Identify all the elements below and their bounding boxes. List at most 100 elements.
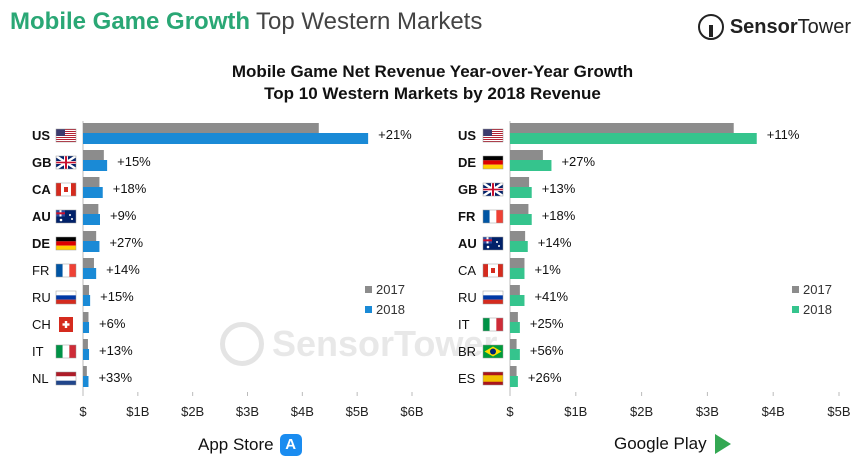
chart-title-line-1: Mobile Game Net Revenue Year-over-Year G… [231, 62, 634, 81]
google-play-growth-label: +56% [530, 343, 564, 358]
app-store-bar-2017 [83, 258, 94, 268]
google-play-bar-2018 [510, 376, 518, 387]
it-flag-icon [55, 344, 77, 359]
google-play-legend-swatch [792, 306, 799, 313]
gb-flag-icon [55, 154, 77, 171]
brand-name-b: Tower [797, 15, 851, 38]
page-header: Mobile Game Growth Top Western Markets [10, 8, 482, 36]
app-store-growth-label: +9% [110, 208, 137, 223]
app-store-bar-2018 [83, 322, 90, 333]
google-play-x-tick-label: $3B [696, 404, 719, 419]
us-flag-icon [482, 128, 504, 143]
app-store-bar-2018 [83, 187, 103, 198]
it-flag-icon [482, 317, 504, 332]
header-title-rest: Top Western Markets [256, 8, 483, 35]
app-store-x-tick-label: $2B [181, 404, 204, 419]
app-store-category-label: NL [32, 371, 49, 386]
de-flag-icon [482, 155, 504, 170]
app-store-growth-label: +33% [98, 370, 132, 385]
app-store-bar-2017 [83, 339, 88, 349]
fr-flag-icon [482, 209, 504, 224]
google-play-x-tick-label: $5B [827, 404, 850, 419]
de-flag-icon [55, 236, 77, 251]
google-play-growth-label: +18% [542, 208, 576, 223]
google-play-growth-label: +13% [542, 181, 576, 196]
watermark-logo-icon [220, 322, 264, 366]
google-play-category-label: CA [458, 263, 476, 278]
fr-flag-icon [55, 263, 77, 278]
google-play-category-label: ES [458, 371, 476, 386]
es-flag-icon [482, 371, 504, 386]
app-store-growth-label: +6% [99, 316, 126, 331]
app-store-bar-2017 [83, 177, 100, 187]
app-store-category-label: FR [32, 263, 49, 278]
google-play-bar-2018 [510, 322, 520, 333]
google-play-bar-2017 [510, 231, 526, 241]
app-store-label: App Store A [198, 434, 302, 456]
app-store-bar-2017 [83, 366, 87, 376]
google-play-bar-2018 [510, 133, 757, 144]
app-store-legend-label: 2018 [376, 302, 405, 317]
app-store-x-tick-label: $ [79, 404, 87, 419]
google-play-x-tick-label: $4B [762, 404, 785, 419]
google-play-growth-label: +25% [530, 316, 564, 331]
app-store-bar-2018 [83, 295, 91, 306]
app-store-chart: $ $1B $2B $3B $4B $5B $6B US +21% GB +15% CA +18% AU +… [32, 121, 424, 419]
sensortower-watermark: Sensor Tower [220, 322, 497, 366]
app-store-x-tick-label: $3B [236, 404, 259, 419]
app-store-bar-2018 [83, 268, 97, 279]
header-title-bold: Mobile Game Growth [10, 8, 251, 35]
ru-flag-icon [482, 290, 504, 305]
google-play-bar-2017 [510, 150, 543, 160]
au-flag-icon [482, 236, 504, 251]
app-store-legend-swatch [365, 286, 372, 293]
app-store-growth-label: +15% [117, 154, 151, 169]
google-play-label: Google Play [614, 434, 731, 454]
google-play-bar-2017 [510, 312, 518, 322]
app-store-x-tick-label: $1B [126, 404, 149, 419]
app-store-bar-2018 [83, 160, 108, 171]
us-flag-icon [55, 128, 77, 143]
google-play-bar-2017 [510, 204, 529, 214]
google-play-category-label: IT [458, 317, 470, 332]
app-store-bar-2018 [83, 241, 100, 252]
chart-title-line-2: Top 10 Western Markets by 2018 Revenue [264, 84, 601, 103]
app-store-category-label: RU [32, 290, 51, 305]
app-store-legend-swatch [365, 306, 372, 313]
google-play-x-tick-label: $2B [630, 404, 653, 419]
google-play-x-tick-label: $ [506, 404, 514, 419]
google-play-bar-2017 [510, 339, 517, 349]
google-play-bar-2017 [510, 366, 517, 376]
app-store-growth-label: +21% [378, 127, 412, 142]
google-play-category-label: DE [458, 155, 476, 170]
app-store-bar-2018 [83, 214, 100, 225]
app-store-x-tick-label: $6B [400, 404, 423, 419]
app-store-bar-2017 [83, 150, 104, 160]
app-store-bar-2017 [83, 204, 99, 214]
app-store-category-label: IT [32, 344, 44, 359]
google-play-bar-2018 [510, 295, 525, 306]
app-store-bar-2017 [83, 285, 90, 295]
app-store-name: App Store [198, 435, 274, 454]
app-store-x-tick-label: $4B [291, 404, 314, 419]
google-play-legend-swatch [792, 286, 799, 293]
app-store-bar-2018 [83, 376, 89, 387]
app-store-category-label: AU [32, 209, 51, 224]
app-store-bar-2017 [83, 312, 89, 322]
google-play-bar-2018 [510, 349, 520, 360]
app-store-bar-2017 [83, 123, 319, 133]
google-play-x-tick-label: $1B [564, 404, 587, 419]
watermark-name-a: Sensor [272, 323, 395, 364]
app-store-bar-2018 [83, 133, 369, 144]
google-play-growth-label: +1% [534, 262, 561, 277]
google-play-bar-2017 [510, 285, 520, 295]
google-play-name: Google Play [614, 434, 707, 453]
google-play-category-label: US [458, 128, 476, 143]
google-play-bar-2018 [510, 160, 552, 171]
google-play-bar-2017 [510, 258, 525, 268]
ca-flag-icon [55, 182, 77, 197]
google-play-category-label: FR [458, 209, 476, 224]
app-store-icon: A [279, 434, 302, 456]
ca-flag-icon [482, 263, 504, 278]
google-play-chart: $ $1B $2B $3B $4B $5B US +11% DE +27% GB +13% FR +18%… [458, 121, 851, 419]
